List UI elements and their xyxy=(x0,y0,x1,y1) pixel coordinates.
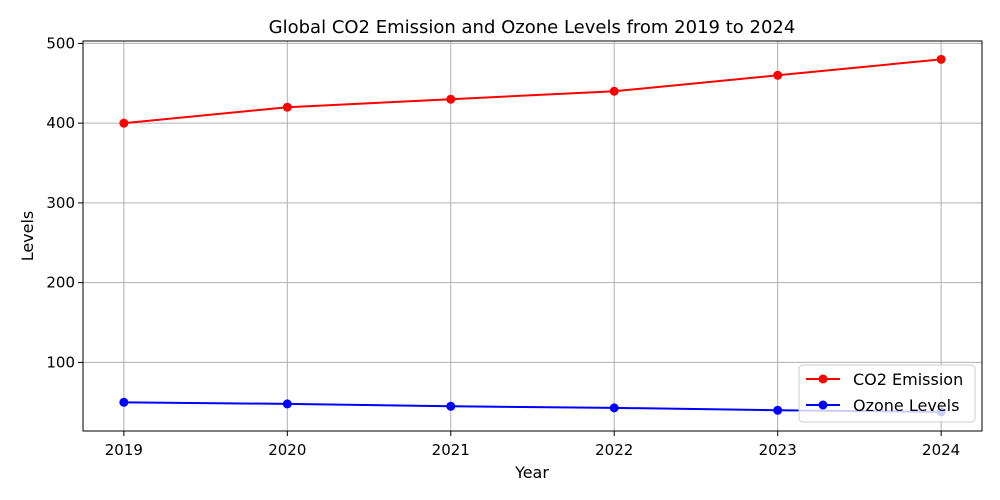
x-axis-label: Year xyxy=(514,463,549,482)
grid-lines xyxy=(83,41,982,431)
data-point-ozone-levels xyxy=(282,399,292,409)
plot-frame xyxy=(82,40,983,432)
legend-box xyxy=(798,364,976,423)
chart-title: Global CO2 Emission and Ozone Levels fro… xyxy=(269,17,796,38)
data-point-ozone-levels xyxy=(773,405,783,415)
data-point-ozone-levels xyxy=(446,401,456,411)
data-point-co2-emission xyxy=(936,54,946,64)
series-line-co2-emission xyxy=(123,58,942,125)
y-axis-label: Levels xyxy=(18,211,37,262)
data-point-co2-emission xyxy=(119,118,129,128)
x-tick-label: 2022 xyxy=(595,441,633,459)
data-point-co2-emission xyxy=(446,94,456,104)
legend-ozone-label: Ozone Levels xyxy=(853,396,959,415)
legend-ozone-marker xyxy=(818,400,828,410)
data-point-ozone-levels xyxy=(609,403,619,413)
y-tick-label: 500 xyxy=(46,34,75,52)
y-tick-label: 300 xyxy=(46,194,75,212)
data-point-co2-emission xyxy=(282,102,292,112)
y-tick-label: 200 xyxy=(46,274,75,292)
x-tick-label: 2020 xyxy=(268,441,306,459)
axis-ticks: 2019 2020 2021 2022 2023 2024 100 200 300 400 500 xyxy=(46,34,960,459)
legend: CO2 Emission Ozone Levels xyxy=(798,364,976,423)
y-tick-label: 400 xyxy=(46,114,75,132)
x-tick-label: 2024 xyxy=(922,441,960,459)
x-tick-label: 2021 xyxy=(432,441,470,459)
data-point-ozone-levels xyxy=(119,397,129,407)
x-tick-label: 2023 xyxy=(759,441,797,459)
y-tick-label: 100 xyxy=(46,353,75,371)
x-tick-label: 2019 xyxy=(105,441,143,459)
data-point-co2-emission xyxy=(609,86,619,96)
legend-co2-label: CO2 Emission xyxy=(853,370,963,389)
data-point-co2-emission xyxy=(773,70,783,80)
legend-co2-marker xyxy=(818,374,828,384)
